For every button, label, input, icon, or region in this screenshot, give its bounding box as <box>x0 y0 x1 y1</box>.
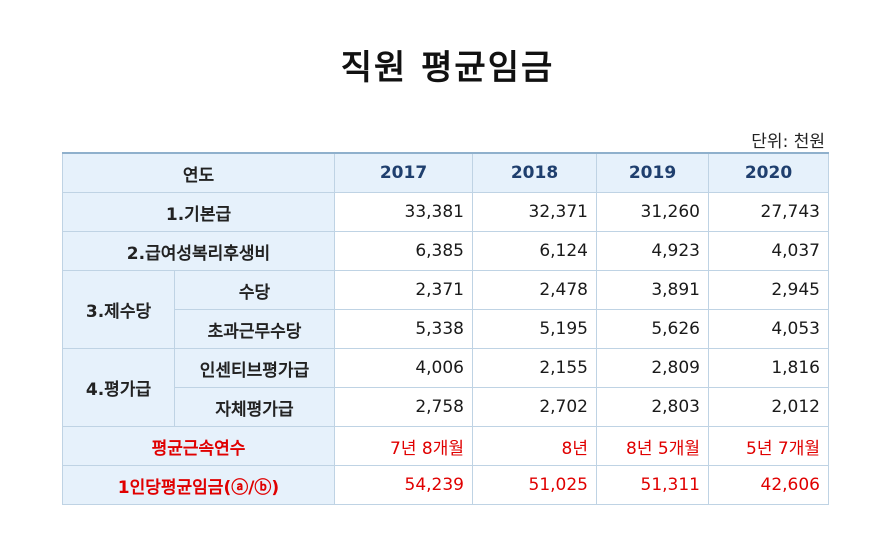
cell: 51,025 <box>472 465 597 505</box>
page-title: 직원 평균임금 <box>340 48 555 88</box>
cell: 5,338 <box>334 309 473 349</box>
wage-table: 연도 2017 2018 2019 2020 1.기본급 33,381 32,3… <box>62 152 829 505</box>
cell: 1,816 <box>708 348 829 388</box>
table-row: 평균근속연수 7년 8개월 8년 8년 5개월 5년 7개월 <box>62 426 829 466</box>
table-row: 4.평가급 인센티브평가급 4,006 2,155 2,809 1,816 <box>62 348 829 427</box>
cell: 5,626 <box>596 309 709 349</box>
year-header: 연도 <box>62 152 335 193</box>
table-row: 1인당평균임금(ⓐ/ⓑ) 54,239 51,025 51,311 42,606 <box>62 465 829 505</box>
cell: 2,803 <box>596 387 709 427</box>
row-label-overtime: 초과근무수당 <box>174 309 335 349</box>
group-label-evaluation: 4.평가급 <box>62 348 175 427</box>
row-label-allowance: 수당 <box>174 270 335 310</box>
cell: 2,945 <box>708 270 829 310</box>
cell: 8년 <box>472 426 597 466</box>
row-label-basic: 1.기본급 <box>62 192 335 232</box>
cell: 8년 5개월 <box>596 426 709 466</box>
row-label-self: 자체평가급 <box>174 387 335 427</box>
cell: 7년 8개월 <box>334 426 473 466</box>
row-label-tenure: 평균근속연수 <box>62 426 335 466</box>
cell: 2,809 <box>596 348 709 388</box>
year-2019: 2019 <box>596 152 709 193</box>
table-row: 2.급여성복리후생비 6,385 6,124 4,923 4,037 <box>62 231 829 271</box>
row-label-incentive: 인센티브평가급 <box>174 348 335 388</box>
table-row: 자체평가급 2,758 2,702 2,803 2,012 <box>63 387 829 427</box>
row-label-benefits: 2.급여성복리후생비 <box>62 231 335 271</box>
table-row: 3.제수당 수당 2,371 2,478 3,891 2,945 <box>62 270 829 349</box>
cell: 6,385 <box>334 231 473 271</box>
cell: 27,743 <box>708 192 829 232</box>
year-2017: 2017 <box>334 152 473 193</box>
cell: 31,260 <box>596 192 709 232</box>
cell: 4,053 <box>708 309 829 349</box>
cell: 3,891 <box>596 270 709 310</box>
cell: 2,371 <box>334 270 473 310</box>
cell: 2,702 <box>472 387 597 427</box>
cell: 42,606 <box>708 465 829 505</box>
cell: 2,012 <box>708 387 829 427</box>
year-2018: 2018 <box>472 152 597 193</box>
cell: 4,037 <box>708 231 829 271</box>
cell: 54,239 <box>334 465 473 505</box>
cell: 2,155 <box>472 348 597 388</box>
table-row: 초과근무수당 5,338 5,195 5,626 4,053 <box>63 309 829 349</box>
cell: 2,478 <box>472 270 597 310</box>
group-label-allowances: 3.제수당 <box>62 270 175 349</box>
cell: 51,311 <box>596 465 709 505</box>
cell: 5,195 <box>472 309 597 349</box>
row-label-average: 1인당평균임금(ⓐ/ⓑ) <box>62 465 335 505</box>
cell: 33,381 <box>334 192 473 232</box>
cell: 5년 7개월 <box>708 426 829 466</box>
cell: 2,758 <box>334 387 473 427</box>
cell: 4,006 <box>334 348 473 388</box>
cell: 4,923 <box>596 231 709 271</box>
header-row: 연도 2017 2018 2019 2020 <box>62 152 829 193</box>
cell: 6,124 <box>472 231 597 271</box>
table-row: 1.기본급 33,381 32,371 31,260 27,743 <box>62 192 829 232</box>
unit-label: 단위: 천원 <box>751 132 825 152</box>
year-2020: 2020 <box>708 152 829 193</box>
cell: 32,371 <box>472 192 597 232</box>
